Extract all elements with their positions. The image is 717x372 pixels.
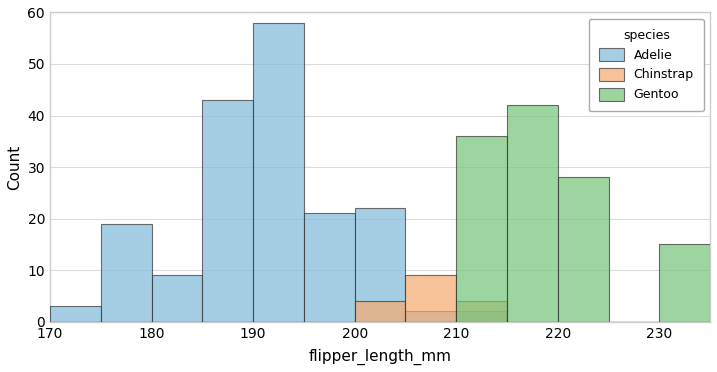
Bar [558,177,609,322]
Bar [456,301,507,322]
Bar [50,306,101,322]
Bar [659,244,710,322]
Bar [405,311,456,322]
Bar [101,224,151,322]
Bar [456,311,507,322]
Y-axis label: Count: Count [7,144,22,190]
Bar [456,136,507,322]
Bar [304,214,355,322]
Bar [507,105,558,322]
Legend: Adelie, Chinstrap, Gentoo: Adelie, Chinstrap, Gentoo [589,19,704,111]
X-axis label: flipper_length_mm: flipper_length_mm [308,349,452,365]
Bar [405,275,456,322]
Bar [202,100,253,322]
Bar [355,208,405,322]
Bar [151,275,202,322]
Bar [253,23,304,322]
Bar [355,301,405,322]
